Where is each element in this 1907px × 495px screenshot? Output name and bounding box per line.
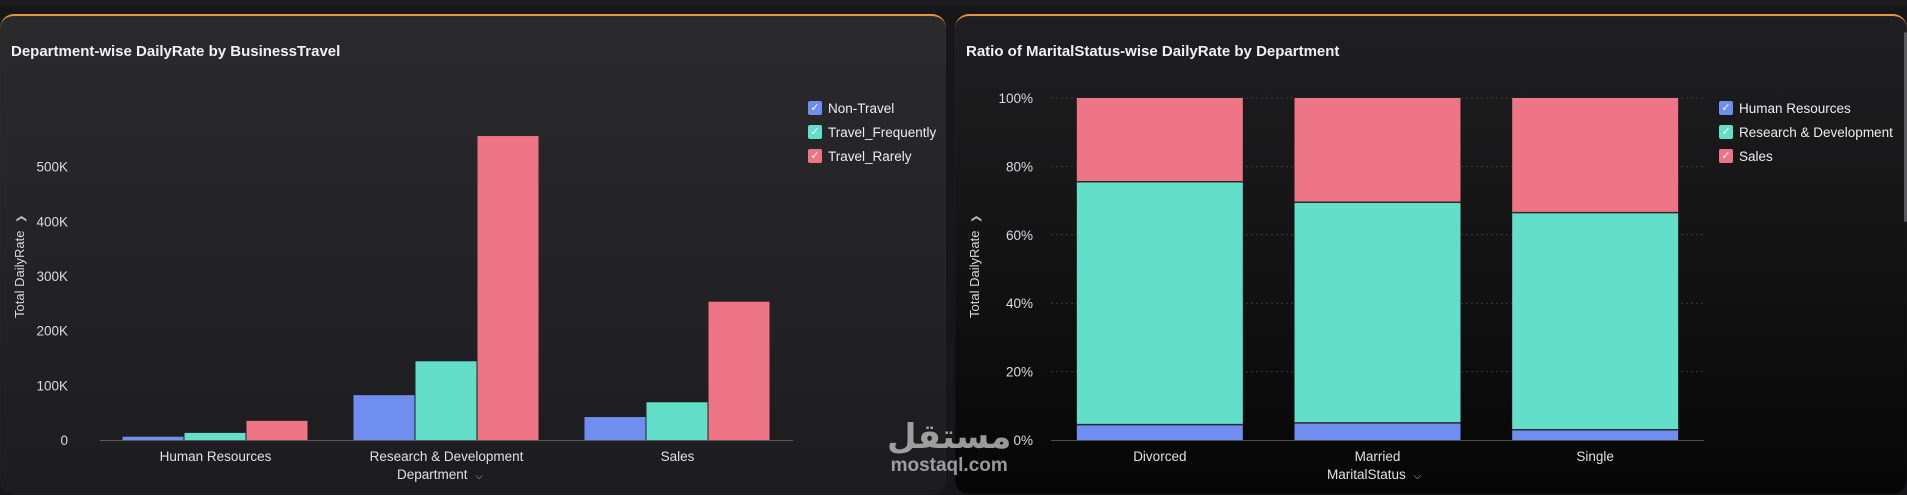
x-axis-title-text: Department bbox=[397, 467, 468, 482]
legend-item-human-resources[interactable]: ✓ Human Resources bbox=[1719, 96, 1893, 120]
bar-non-travel-sales bbox=[584, 417, 646, 440]
chart-title: Ratio of MaritalStatus-wise DailyRate by… bbox=[966, 43, 1340, 60]
legend: ✓ Human Resources ✓ Research & Developme… bbox=[1719, 96, 1893, 168]
checkbox-icon[interactable]: ✓ bbox=[808, 101, 822, 115]
legend-item-non-travel[interactable]: ✓ Non-Travel bbox=[808, 96, 936, 120]
checkbox-icon[interactable]: ✓ bbox=[1719, 149, 1733, 163]
legend-label: Travel_Rarely bbox=[828, 148, 912, 164]
bar-non-travel-research-development bbox=[353, 395, 415, 440]
bar-human-resources-married bbox=[1294, 422, 1461, 440]
bar-research-development-single bbox=[1512, 212, 1679, 430]
x-axis-title-text: MaritalStatus bbox=[1327, 467, 1406, 482]
bar-sales-married bbox=[1294, 98, 1461, 203]
x-tick-label: Sales bbox=[661, 449, 695, 464]
bar-travel-frequently-sales bbox=[646, 402, 708, 440]
legend-label: Human Resources bbox=[1739, 100, 1851, 116]
x-axis-title[interactable]: Department ⌵ bbox=[397, 467, 483, 482]
legend-item-travel-frequently[interactable]: ✓ Travel_Frequently bbox=[808, 120, 936, 144]
bar-travel-rarely-research-development bbox=[477, 136, 539, 440]
checkbox-icon[interactable]: ✓ bbox=[808, 149, 822, 163]
chevron-right-icon[interactable]: ❯ bbox=[971, 214, 982, 223]
y-tick-label: 60% bbox=[1006, 228, 1033, 243]
legend: ✓ Non-Travel ✓ Travel_Frequently ✓ Trave… bbox=[808, 96, 936, 168]
checkbox-icon[interactable]: ✓ bbox=[1719, 101, 1733, 115]
marital-status-ratio-chart-panel: Ratio of MaritalStatus-wise DailyRate by… bbox=[955, 14, 1907, 494]
y-tick-label: 300K bbox=[36, 269, 68, 284]
bar-sales-divorced bbox=[1076, 98, 1243, 182]
y-tick-label: 500K bbox=[36, 160, 68, 175]
legend-item-sales[interactable]: ✓ Sales bbox=[1719, 144, 1893, 168]
x-axis-title[interactable]: MaritalStatus ⌵ bbox=[1327, 467, 1421, 482]
bar-human-resources-single bbox=[1512, 429, 1679, 440]
watermark-latin: mostaql.com bbox=[890, 455, 1008, 476]
legend-item-travel-rarely[interactable]: ✓ Travel_Rarely bbox=[808, 144, 936, 168]
y-axis-title-text: Total DailyRate bbox=[967, 230, 982, 318]
chart-title: Department-wise DailyRate by BusinessTra… bbox=[11, 43, 341, 60]
y-tick-label: 100% bbox=[998, 91, 1033, 106]
x-tick-label: Single bbox=[1576, 449, 1614, 464]
bar-travel-rarely-sales bbox=[708, 301, 770, 440]
x-tick-label: Divorced bbox=[1133, 449, 1186, 464]
bar-travel-frequently-research-development bbox=[415, 361, 477, 440]
x-tick-label: Married bbox=[1355, 449, 1401, 464]
watermark-logo: مستقل mostaql.com bbox=[887, 418, 1011, 476]
y-tick-label: 20% bbox=[1006, 365, 1033, 380]
checkbox-icon[interactable]: ✓ bbox=[1719, 125, 1733, 139]
chevron-right-icon[interactable]: ❯ bbox=[16, 214, 27, 223]
legend-label: Sales bbox=[1739, 148, 1773, 164]
top-strip bbox=[0, 0, 1907, 6]
checkbox-icon[interactable]: ✓ bbox=[808, 125, 822, 139]
y-tick-label: 80% bbox=[1006, 159, 1033, 174]
y-axis-title: Total DailyRate ❯ bbox=[12, 215, 27, 318]
scrollbar[interactable] bbox=[1904, 32, 1907, 222]
x-tick-label: Human Resources bbox=[160, 449, 272, 464]
chevron-down-icon[interactable]: ⌵ bbox=[1413, 471, 1422, 482]
y-tick-label: 200K bbox=[36, 324, 68, 339]
chevron-down-icon[interactable]: ⌵ bbox=[475, 471, 483, 482]
bar-travel-frequently-human-resources bbox=[184, 432, 246, 440]
bar-sales-single bbox=[1512, 98, 1679, 213]
y-tick-label: 0 bbox=[60, 433, 68, 448]
x-tick-label: Research & Development bbox=[370, 449, 524, 464]
y-tick-label: 0% bbox=[1013, 433, 1033, 448]
y-axis-title-text: Total DailyRate bbox=[12, 230, 27, 318]
stacked-bar-chart-svg: 0% 20% 40% 60% 80% 100% Divorced Married Single bbox=[998, 91, 1704, 464]
bar-research-development-divorced bbox=[1076, 181, 1243, 425]
bar-research-development-married bbox=[1294, 202, 1461, 423]
watermark-arabic: مستقل bbox=[887, 417, 1012, 457]
legend-label: Research & Development bbox=[1739, 124, 1893, 140]
legend-item-research-development[interactable]: ✓ Research & Development bbox=[1719, 120, 1893, 144]
bar-chart-svg: 0 100K 200K 300K 400K 500K Human Resources Rese… bbox=[36, 136, 793, 464]
bar-human-resources-divorced bbox=[1076, 424, 1243, 440]
y-axis-title: Total DailyRate ❯ bbox=[967, 215, 982, 318]
department-travel-chart-panel: Department-wise DailyRate by BusinessTra… bbox=[0, 14, 946, 494]
y-tick-label: 40% bbox=[1006, 296, 1033, 311]
legend-label: Non-Travel bbox=[828, 100, 895, 116]
bar-travel-rarely-human-resources bbox=[246, 420, 308, 440]
y-tick-label: 100K bbox=[36, 378, 68, 393]
bar-non-travel-human-resources bbox=[122, 436, 184, 440]
y-tick-label: 400K bbox=[36, 214, 68, 229]
legend-label: Travel_Frequently bbox=[828, 124, 937, 140]
